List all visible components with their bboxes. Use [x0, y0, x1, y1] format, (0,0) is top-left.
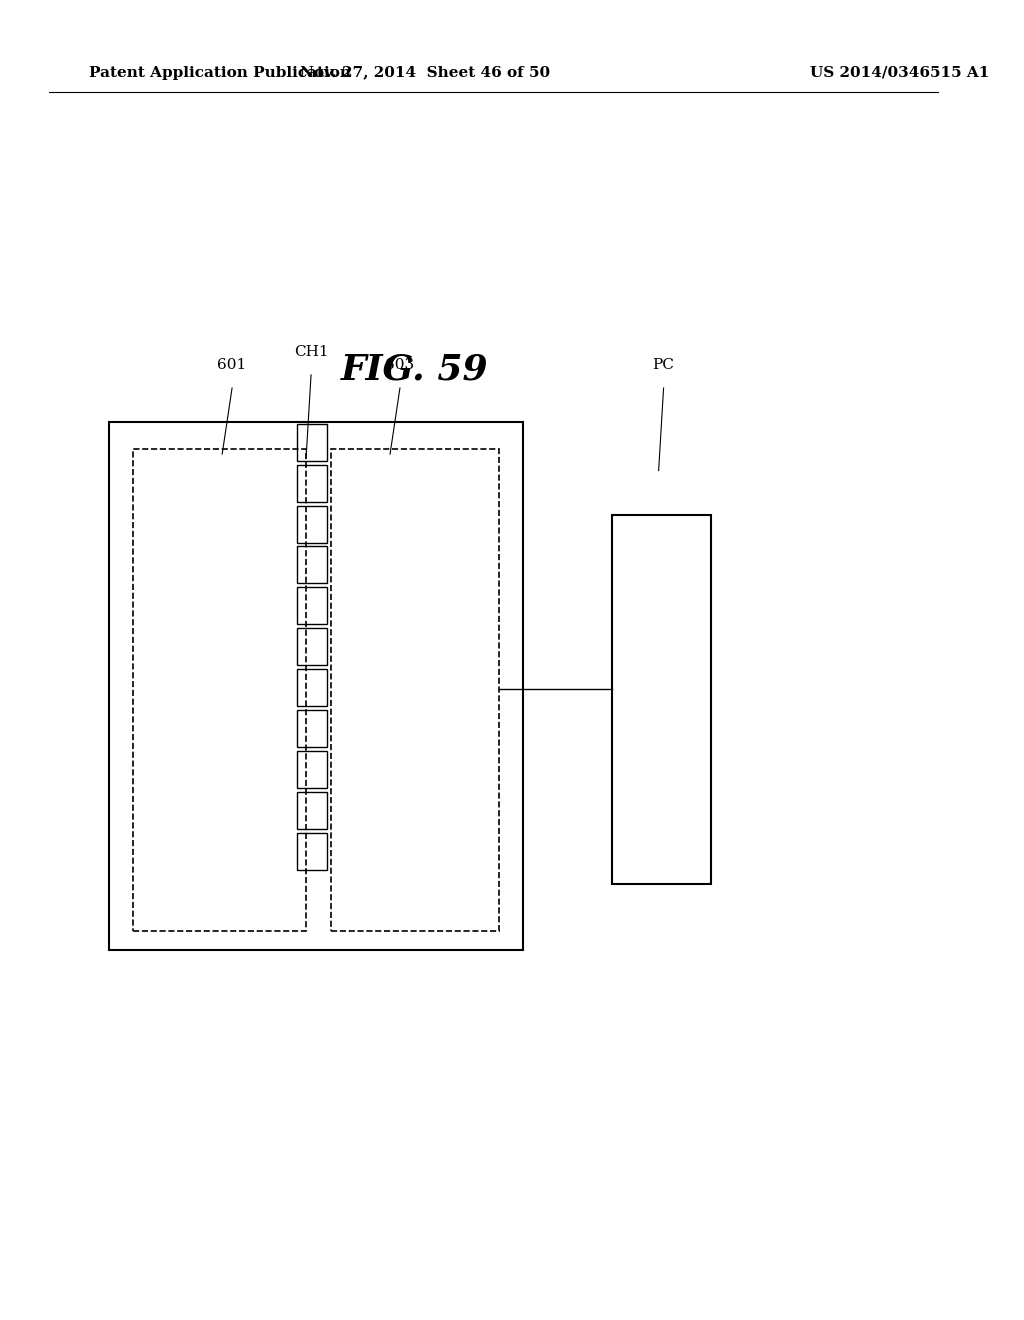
Text: 603: 603	[385, 358, 415, 372]
Bar	[133, 449, 306, 931]
Bar	[297, 424, 327, 461]
Text: FIG. 59: FIG. 59	[341, 352, 488, 387]
Text: 601: 601	[217, 358, 247, 372]
Text: Patent Application Publication: Patent Application Publication	[89, 66, 351, 79]
Bar	[297, 546, 327, 583]
Bar	[331, 449, 499, 931]
Bar	[109, 422, 523, 950]
Bar	[297, 710, 327, 747]
Text: US 2014/0346515 A1: US 2014/0346515 A1	[810, 66, 989, 79]
Bar	[297, 506, 327, 543]
Bar	[297, 751, 327, 788]
Bar	[297, 587, 327, 624]
Bar	[297, 833, 327, 870]
Text: CH1: CH1	[294, 345, 329, 359]
Bar	[297, 669, 327, 706]
Bar	[297, 465, 327, 502]
Bar	[297, 628, 327, 665]
Bar	[612, 515, 711, 884]
Bar	[297, 792, 327, 829]
Text: PC: PC	[652, 358, 675, 372]
Text: Nov. 27, 2014  Sheet 46 of 50: Nov. 27, 2014 Sheet 46 of 50	[300, 66, 550, 79]
